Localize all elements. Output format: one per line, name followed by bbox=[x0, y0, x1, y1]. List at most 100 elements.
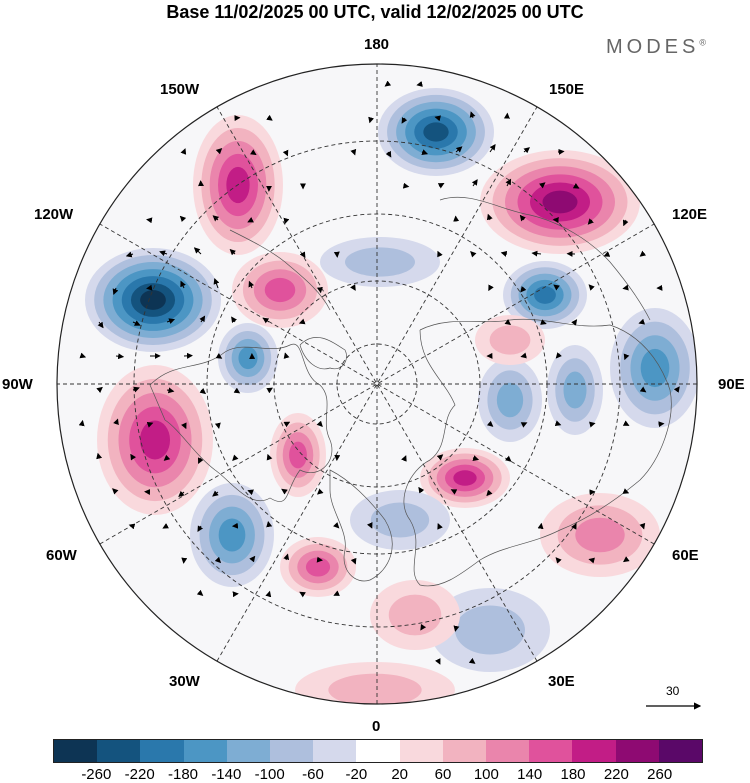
anomaly-positive-14-level-3 bbox=[305, 557, 331, 577]
colorbar-swatch-14 bbox=[658, 740, 703, 762]
colorbar-tick-label: -20 bbox=[345, 766, 368, 783]
wind-arrow bbox=[266, 520, 273, 528]
wind-arrow bbox=[520, 285, 527, 293]
wind-arrow bbox=[385, 150, 392, 158]
colorbar-tick-label: -220 bbox=[124, 766, 155, 783]
wind-arrow bbox=[333, 522, 340, 529]
wind-arrow bbox=[416, 81, 423, 87]
wind-arrow bbox=[435, 658, 441, 665]
wind-arrow bbox=[112, 488, 119, 495]
wind-arrow bbox=[179, 215, 187, 223]
wind-arrow bbox=[299, 251, 306, 259]
colorbar-swatch-11 bbox=[529, 740, 573, 762]
colorbar-tick-label: -60 bbox=[302, 766, 324, 783]
wind-arrow bbox=[233, 387, 241, 394]
wind-arrow bbox=[622, 219, 629, 227]
wind-arrow bbox=[180, 280, 186, 289]
wind-arrow bbox=[166, 387, 175, 394]
wind-arrow bbox=[638, 318, 646, 325]
wind-arrow bbox=[132, 320, 141, 326]
wind-arrow bbox=[555, 557, 562, 564]
lon-label-30w: 30W bbox=[169, 673, 200, 690]
wind-arrow bbox=[316, 286, 323, 294]
wind-arrow bbox=[96, 452, 103, 460]
wind-arrow bbox=[178, 490, 185, 498]
colorbar-swatch-3 bbox=[183, 740, 227, 762]
wind-arrow bbox=[333, 590, 341, 596]
wind-arrow bbox=[199, 315, 206, 323]
wind-arrow bbox=[162, 523, 170, 529]
lon-label-120e: 120E bbox=[672, 206, 708, 223]
anomaly-negative-8-level-2 bbox=[496, 382, 524, 418]
wind-arrow bbox=[229, 248, 237, 256]
wind-arrow bbox=[486, 213, 493, 221]
wind-arrow bbox=[471, 179, 478, 187]
wind-arrow bbox=[115, 353, 125, 360]
wind-arrow bbox=[130, 453, 137, 461]
colorbar-tick-label: 180 bbox=[560, 766, 586, 783]
wind-arrow bbox=[520, 352, 527, 359]
colorbar-swatch-2 bbox=[140, 740, 184, 762]
wind-arrow bbox=[249, 149, 257, 156]
wind-arrow bbox=[453, 625, 460, 632]
colorbar-tick-label: -180 bbox=[167, 766, 199, 783]
colorbar-swatch-10 bbox=[486, 740, 530, 762]
wind-arrow bbox=[283, 217, 290, 225]
wind-arrow bbox=[199, 387, 207, 395]
wind-arrow bbox=[622, 284, 629, 291]
anomaly-positive-19-level-1 bbox=[388, 594, 442, 636]
wind-arrow bbox=[350, 557, 357, 565]
wind-arrow bbox=[486, 489, 493, 497]
colorbar-tick-label: 100 bbox=[473, 766, 499, 783]
wind-arrow bbox=[132, 386, 140, 393]
wind-arrow bbox=[639, 386, 647, 393]
wind-arrow bbox=[673, 386, 680, 393]
wind-arrow bbox=[166, 318, 176, 324]
meridian-line bbox=[99, 223, 655, 545]
wind-arrow bbox=[455, 146, 463, 153]
meridian-line bbox=[216, 106, 538, 662]
wind-arrow bbox=[520, 422, 528, 428]
lon-label-180: 180 bbox=[364, 36, 390, 53]
wind-arrow bbox=[231, 316, 237, 324]
anomaly-negative-5-level-3 bbox=[238, 346, 258, 370]
wind-arrow bbox=[555, 352, 562, 359]
anomaly-positive-21-level-1 bbox=[489, 325, 531, 355]
wind-arrow bbox=[639, 522, 646, 530]
anomaly-negative-6-level-4 bbox=[534, 286, 556, 304]
wind-arrow bbox=[504, 319, 512, 326]
wind-arrow bbox=[212, 215, 220, 222]
wind-arrow bbox=[434, 115, 442, 122]
lon-label-0: 0 bbox=[372, 718, 381, 735]
colorbar-swatch-7 bbox=[356, 740, 400, 762]
registered-mark: ® bbox=[699, 37, 706, 48]
wind-arrow bbox=[367, 522, 373, 529]
wind-arrow bbox=[214, 556, 222, 564]
colorbar-swatch-4 bbox=[226, 740, 271, 762]
wind-arrow bbox=[299, 591, 306, 598]
wind-arrow bbox=[540, 319, 547, 325]
wind-arrow bbox=[401, 117, 408, 124]
lon-label-60w: 60W bbox=[46, 547, 77, 564]
colorbar-tick-label: 20 bbox=[391, 766, 408, 783]
lon-label-30e: 30E bbox=[548, 673, 575, 690]
wind-arrow bbox=[588, 284, 595, 291]
colorbar-tick-label: -100 bbox=[254, 766, 285, 783]
wind-arrow bbox=[247, 216, 254, 223]
wind-arrow bbox=[283, 352, 290, 359]
wind-arrow bbox=[215, 148, 223, 155]
reference-vector-label: 30 bbox=[666, 684, 680, 698]
wind-arrow bbox=[622, 488, 630, 494]
wind-arrow bbox=[193, 247, 202, 255]
colorbar-swatch-1 bbox=[97, 740, 141, 762]
wind-arrow bbox=[437, 523, 443, 530]
wind-arrow bbox=[316, 488, 324, 495]
wind-arrow bbox=[639, 250, 647, 257]
wind-arrow bbox=[282, 149, 289, 157]
wind-arrow bbox=[213, 278, 220, 289]
colorbar-swatch-13 bbox=[615, 740, 659, 762]
wind-arrow bbox=[316, 420, 323, 428]
wind-arrow bbox=[146, 284, 153, 291]
wind-arrow bbox=[402, 182, 410, 189]
wind-arrow bbox=[163, 454, 171, 461]
